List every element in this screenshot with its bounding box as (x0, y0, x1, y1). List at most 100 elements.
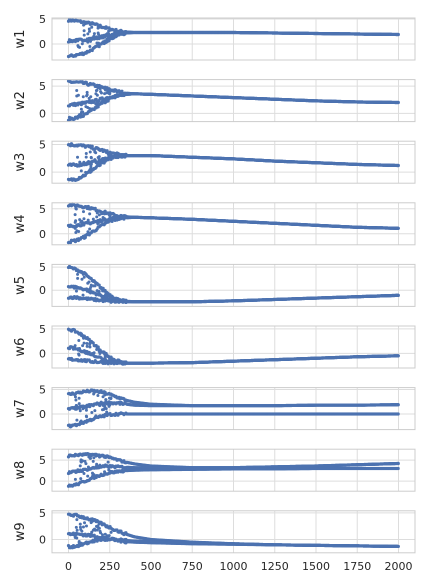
data-point (88, 206, 92, 210)
data-point (76, 45, 80, 49)
y-tick-label: 0 (39, 38, 46, 51)
data-point (96, 26, 100, 30)
data-point (84, 105, 88, 109)
data-point (98, 87, 102, 91)
data-point (75, 89, 79, 93)
data-point (86, 32, 90, 36)
data-point (80, 277, 84, 281)
data-point (88, 39, 92, 43)
y-tick-label: 0 (39, 228, 46, 241)
data-point (91, 217, 95, 221)
data-point (97, 44, 101, 49)
y-tick-label: 5 (39, 80, 46, 93)
y-axis-label: w4 (13, 214, 28, 233)
data-point (84, 151, 88, 155)
data-point (84, 155, 88, 159)
data-point (97, 33, 101, 37)
data-point (396, 163, 400, 168)
data-point (95, 211, 99, 215)
data-point (89, 155, 93, 159)
axes-frame (51, 17, 416, 61)
y-tick-label: 5 (39, 139, 46, 152)
data-point (108, 213, 112, 217)
data-point (108, 35, 112, 39)
data-point (82, 23, 86, 27)
data-point (92, 32, 96, 36)
data-point (88, 227, 92, 231)
data-point (81, 110, 85, 114)
data-point (100, 157, 104, 161)
series-points-w1 (66, 17, 400, 59)
data-point (109, 27, 113, 31)
series-points-w2 (66, 79, 400, 122)
data-point (88, 150, 92, 154)
data-point (77, 163, 81, 167)
data-point (79, 113, 83, 117)
data-point (94, 281, 98, 285)
data-point (101, 34, 105, 38)
y-tick-label: 0 (39, 166, 46, 179)
data-point (396, 32, 400, 37)
data-point (85, 161, 89, 165)
data-point (103, 159, 107, 163)
data-point (107, 32, 111, 36)
data-point (105, 91, 109, 95)
data-point (82, 39, 86, 43)
data-point (90, 146, 94, 150)
data-point (74, 207, 78, 211)
data-point (74, 231, 78, 235)
data-point (79, 270, 83, 274)
data-point (91, 22, 95, 26)
data-point (95, 41, 99, 45)
data-point (76, 155, 80, 159)
data-point (95, 289, 99, 293)
data-point (97, 148, 101, 152)
data-point (85, 50, 89, 54)
data-point (97, 155, 101, 159)
data-point (82, 29, 86, 33)
data-point (74, 164, 78, 168)
data-point (103, 217, 107, 221)
data-point (76, 39, 80, 43)
data-point (87, 101, 91, 105)
data-point (83, 234, 87, 238)
data-point (73, 220, 77, 224)
data-point (79, 169, 83, 173)
data-point (107, 29, 111, 33)
data-point (88, 107, 92, 111)
data-point (76, 103, 80, 107)
subplot-w4: 0 5 w4 (13, 202, 416, 246)
data-point (82, 33, 86, 37)
data-point (76, 276, 80, 280)
data-point (76, 272, 80, 276)
data-point (87, 96, 91, 100)
data-point (88, 212, 92, 216)
data-point (99, 91, 103, 95)
y-tick-label: 0 (39, 107, 46, 120)
data-point (102, 212, 106, 216)
data-point (81, 206, 85, 210)
data-point (82, 217, 86, 221)
y-tick-label: 5 (39, 203, 46, 216)
data-point (88, 44, 92, 48)
data-point (73, 39, 77, 43)
data-point (74, 289, 78, 293)
data-point (96, 221, 100, 225)
data-point (82, 275, 86, 279)
data-point (106, 157, 110, 161)
data-point (103, 88, 107, 92)
data-point (91, 279, 95, 283)
data-point (82, 223, 86, 227)
data-point (85, 93, 89, 97)
data-point (85, 287, 89, 291)
data-point (94, 102, 98, 106)
data-point (94, 292, 98, 296)
data-point (107, 218, 111, 222)
data-point (104, 150, 108, 154)
data-point (80, 42, 84, 46)
